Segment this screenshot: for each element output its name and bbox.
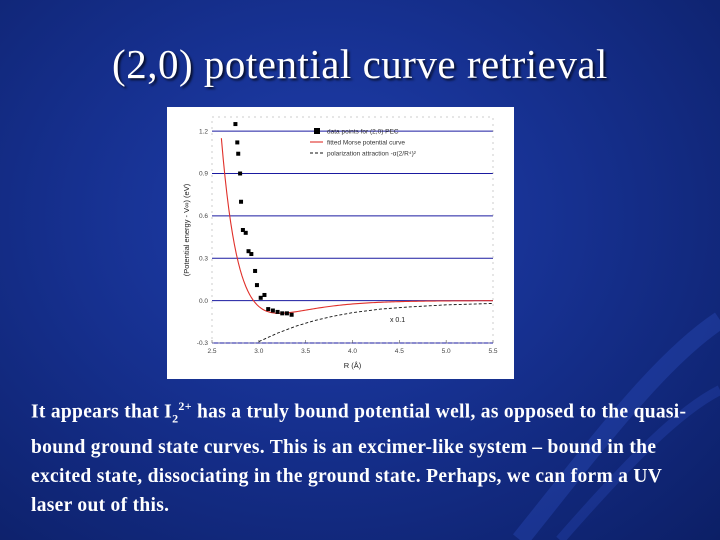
x-tick-label: 3.0 [254,348,263,355]
chart-frame: 1.2 0.9 0.6 0.3 0.0 -0.3 2.5 3.0 3.5 4.0 4.5 5.0 5.5… [167,107,514,379]
data-point [266,307,271,312]
data-point [233,122,238,127]
slide-body-text: It appears that I22+ has a truly bound p… [31,392,701,520]
y-tick-label: 1.2 [199,128,208,135]
data-point [270,308,275,313]
plot-frame [211,116,494,344]
series-line-morse-fit [220,138,493,314]
data-point [275,309,280,314]
x-tick-label: 4.0 [348,348,357,355]
data-point [235,140,240,145]
data-point [253,268,258,273]
body-text-part1: It appears that I [31,401,173,423]
data-point [243,230,248,235]
body-text-part2: has a truly bound potential well, as opp… [31,401,687,517]
x-tick-label: 4.5 [395,348,404,355]
data-point [236,151,241,156]
y-tick-label: 0.3 [199,255,208,262]
x-tick-label: 5.0 [442,348,451,355]
y-tick-label: 0.9 [199,171,208,178]
data-point [238,171,243,176]
x-tick-label: 5.5 [488,348,497,355]
y-tick-label: 0.6 [199,213,208,220]
data-point [289,312,294,317]
data-point [262,292,267,297]
x-tick-label: 2.5 [207,348,216,355]
data-point [254,283,259,288]
data-point [258,295,263,300]
body-text-superscript: 2+ [178,399,192,413]
data-point [239,199,244,204]
y-axis-label: (Potential energy - V∞) (eV) [182,183,191,276]
y-tick-label: 0.0 [199,298,208,305]
legend-label-points: data points for (2,0) PEC [327,129,399,136]
potential-curve-chart: 1.2 0.9 0.6 0.3 0.0 -0.32.5 3.0 3.5 4.0 4.5 5.0 5.5… [182,116,498,370]
slide-title: (2,0) potential curve retrieval [112,41,608,87]
data-point [249,252,254,257]
legend-marker-points [314,128,320,134]
legend-label-polarization: polarization attraction -α(2/R⁴)² [327,151,417,158]
data-point [280,311,285,316]
data-point [284,311,289,316]
data-point [246,249,251,254]
data-point [240,228,245,232]
series-line-polarization [258,303,493,342]
x-tick-label: 3.5 [301,348,310,355]
body-text-subscript: 2 [172,411,179,426]
y-tick-label: -0.3 [197,340,209,347]
legend-label-fit: fitted Morse potential curve [327,140,405,147]
annotation-text: x 0.1 [390,317,405,324]
x-axis-label: R (Å) [344,361,362,370]
